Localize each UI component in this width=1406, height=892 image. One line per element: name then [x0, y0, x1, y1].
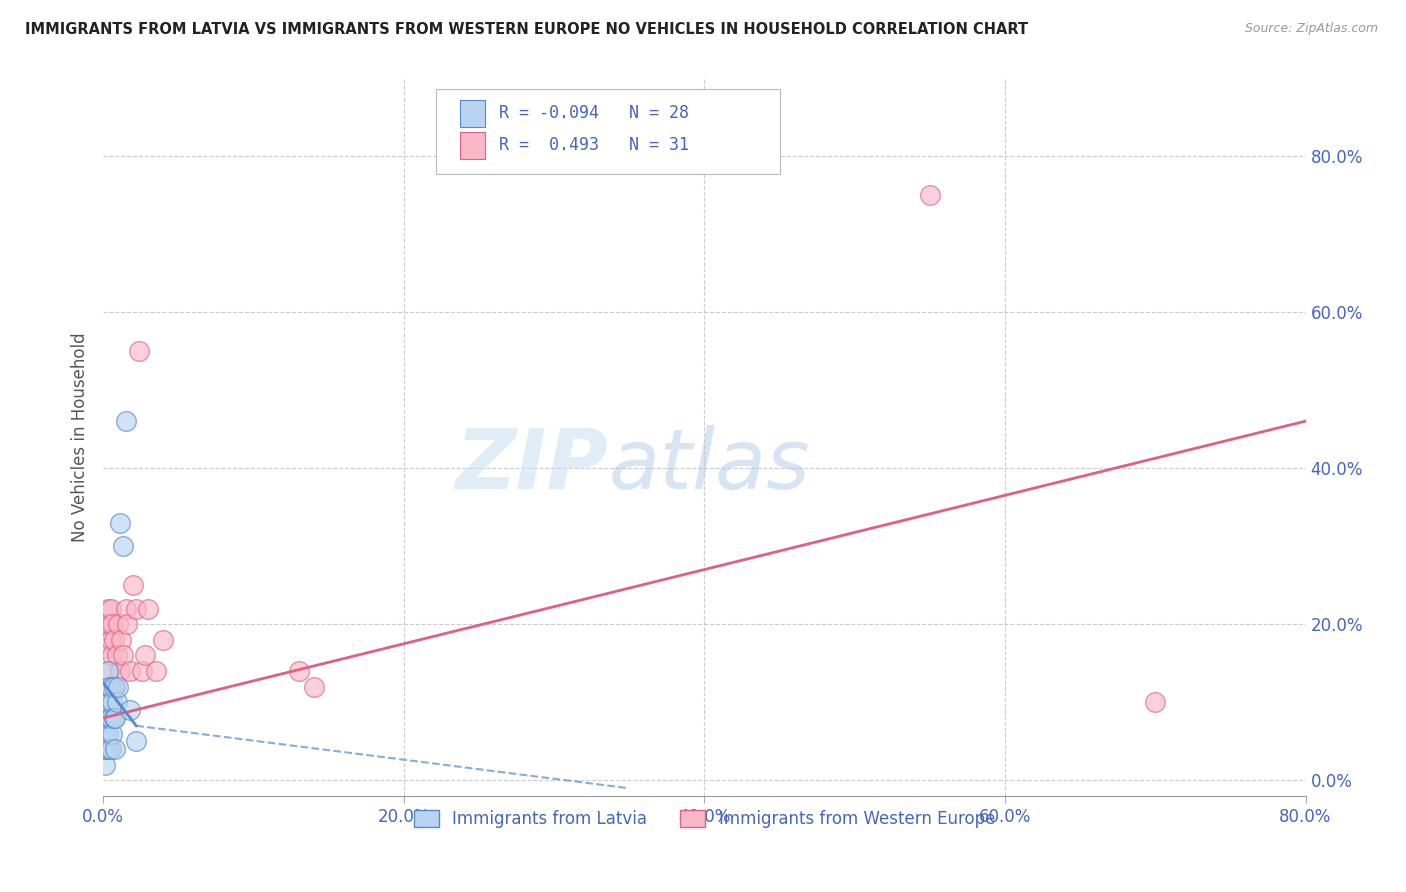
Point: [145, 664, 167, 678]
Point: [104, 742, 127, 756]
Point: [98, 711, 121, 725]
Text: R = -0.094   N = 28: R = -0.094 N = 28: [499, 104, 689, 122]
Point: [100, 742, 122, 756]
Point: [114, 601, 136, 615]
Point: [98, 742, 121, 756]
Point: [103, 632, 125, 647]
Point: [98, 680, 121, 694]
Point: [108, 516, 131, 530]
Point: [105, 648, 128, 663]
Point: [98, 617, 121, 632]
Text: Source: ZipAtlas.com: Source: ZipAtlas.com: [1244, 22, 1378, 36]
Point: [104, 680, 127, 694]
Point: [107, 680, 129, 694]
Point: [100, 680, 122, 694]
Point: [108, 664, 131, 678]
Text: IMMIGRANTS FROM LATVIA VS IMMIGRANTS FROM WESTERN EUROPE NO VEHICLES IN HOUSEHOL: IMMIGRANTS FROM LATVIA VS IMMIGRANTS FRO…: [25, 22, 1028, 37]
Point: [111, 539, 134, 553]
Text: ZIP: ZIP: [456, 425, 609, 506]
Point: [128, 343, 150, 358]
Point: [122, 578, 145, 592]
Point: [131, 664, 153, 678]
Point: [103, 680, 125, 694]
Point: [94, 695, 117, 709]
Point: [110, 632, 132, 647]
Legend: Immigrants from Latvia, Immigrants from Western Europe: Immigrants from Latvia, Immigrants from …: [406, 803, 1001, 835]
Point: [97, 695, 120, 709]
Point: [136, 601, 159, 615]
Point: [152, 632, 174, 647]
Point: [101, 726, 124, 740]
Point: [125, 601, 148, 615]
Point: [97, 664, 120, 678]
Point: [93, 726, 115, 740]
Point: [111, 648, 134, 663]
Point: [115, 617, 138, 632]
Text: R =  0.493   N = 31: R = 0.493 N = 31: [499, 136, 689, 154]
Point: [94, 640, 117, 655]
Point: [94, 742, 117, 756]
Point: [98, 664, 121, 678]
Point: [302, 680, 325, 694]
Point: [100, 711, 122, 725]
Point: [120, 703, 142, 717]
Point: [105, 695, 128, 709]
Point: [134, 648, 156, 663]
Point: [93, 617, 115, 632]
Point: [101, 648, 124, 663]
Point: [120, 664, 142, 678]
Point: [94, 711, 117, 725]
Point: [287, 664, 309, 678]
Point: [114, 414, 136, 428]
Point: [93, 742, 115, 756]
Point: [1144, 695, 1167, 709]
Y-axis label: No Vehicles in Household: No Vehicles in Household: [72, 332, 89, 541]
Point: [97, 601, 120, 615]
Point: [100, 632, 122, 647]
Point: [101, 617, 124, 632]
Point: [103, 711, 125, 725]
Point: [93, 757, 115, 772]
Point: [918, 187, 941, 202]
Point: [125, 734, 148, 748]
Point: [107, 617, 129, 632]
Text: atlas: atlas: [609, 425, 810, 506]
Point: [97, 726, 120, 740]
Point: [101, 695, 124, 709]
Point: [104, 711, 127, 725]
Point: [100, 601, 122, 615]
